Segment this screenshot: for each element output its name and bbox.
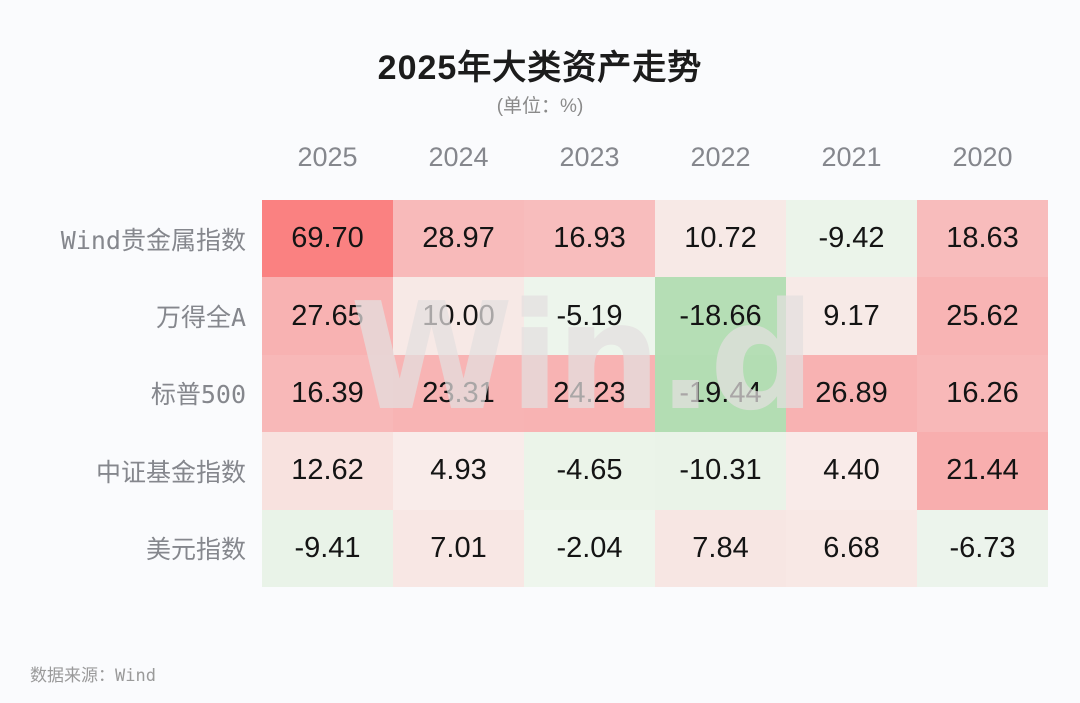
chart-title: 2025年大类资产走势 — [377, 49, 703, 87]
heatmap-cell: 4.40 — [786, 432, 917, 510]
heatmap-cell: 27.65 — [262, 277, 393, 355]
year-header-2021: 2021 — [821, 142, 882, 172]
heatmap-cell: 10.00 — [393, 277, 524, 355]
heatmap-cell: -9.41 — [262, 509, 393, 587]
heatmap-cell: 26.89 — [786, 354, 917, 433]
chart-unit-label: (单位：%) — [496, 96, 584, 117]
year-header-row: 2025 2024 2023 2022 2021 2020 — [262, 142, 1048, 174]
heatmap-cell: 28.97 — [393, 200, 524, 278]
heatmap-cell: 7.84 — [655, 509, 786, 587]
heatmap-cell: 23.31 — [393, 354, 524, 433]
row-label-sp500: 标普500 — [150, 380, 246, 410]
year-header-2020: 2020 — [952, 142, 1013, 172]
heatmap-cell: -4.65 — [524, 432, 655, 510]
year-header-2025: 2025 — [297, 142, 358, 172]
heatmap-cell: 9.17 — [786, 277, 917, 355]
year-header-2022: 2022 — [690, 142, 751, 172]
year-header-2024: 2024 — [428, 142, 489, 172]
heatmap-grid: 69.70 28.97 16.93 10.72 -9.42 18.63 27.6… — [262, 200, 1048, 587]
heatmap-cell: -9.42 — [786, 200, 917, 278]
heatmap-cell: 7.01 — [393, 509, 524, 587]
year-header-2023: 2023 — [559, 142, 620, 172]
heatmap-cell: -19.44 — [655, 354, 786, 433]
row-label-wind-precious-metals: Wind贵金属指数 — [60, 225, 246, 255]
heatmap-cell: -6.73 — [917, 509, 1048, 587]
row-label-usd-index: 美元指数 — [145, 535, 246, 565]
row-label-csi-fund-index: 中证基金指数 — [95, 457, 246, 487]
heatmap-cell: 16.26 — [917, 354, 1048, 433]
heatmap-cell: 69.70 — [262, 200, 393, 278]
heatmap-cell: 16.39 — [262, 354, 393, 433]
row-labels: Wind贵金属指数 万得全A 标普500 中证基金指数 美元指数 — [0, 200, 254, 587]
heatmap-cell: 21.44 — [917, 432, 1048, 510]
heatmap-cell: -10.31 — [655, 432, 786, 510]
heatmap-cell: 10.72 — [655, 200, 786, 278]
data-source-note: 数据来源：Wind — [30, 666, 156, 686]
heatmap-cell: 12.62 — [262, 432, 393, 510]
row-label-wind-all-a: 万得全A — [155, 303, 246, 333]
heatmap-cell: 6.68 — [786, 509, 917, 587]
heatmap-cell: -2.04 — [524, 509, 655, 587]
heatmap-cell: -5.19 — [524, 277, 655, 355]
heatmap-cell: 16.93 — [524, 200, 655, 278]
heatmap-cell: 25.62 — [917, 277, 1048, 355]
heatmap-cell: -18.66 — [655, 277, 786, 355]
heatmap-cell: 18.63 — [917, 200, 1048, 278]
heatmap-cell: 24.23 — [524, 354, 655, 433]
heatmap-cell: 4.93 — [393, 432, 524, 510]
